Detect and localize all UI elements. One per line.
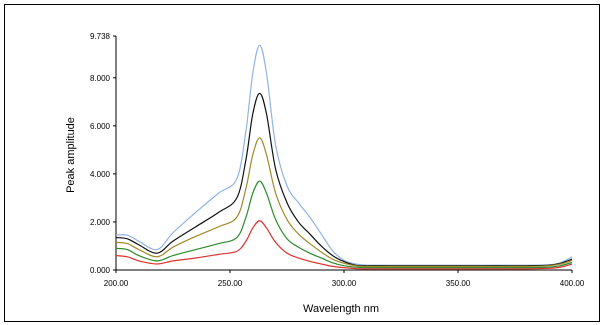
y-tick-label: 0.000 [90, 266, 111, 275]
series-line-2 [115, 92, 573, 267]
series-line-3 [115, 137, 573, 268]
x-tick-label: 250.00 [218, 279, 243, 288]
series-line-4 [115, 180, 573, 269]
y-tick-label: 6.000 [90, 122, 111, 131]
y-tick-label: 8.000 [90, 74, 111, 83]
x-tick-label: 400.00 [560, 279, 585, 288]
x-tick-label: 200.00 [104, 279, 129, 288]
x-tick-label: 350.00 [446, 279, 471, 288]
chart-frame [4, 4, 600, 322]
x-axis-title: Wavelength nm [303, 303, 379, 315]
y-axis-title: Peak amplitude [65, 117, 77, 193]
y-tick-label: 4.000 [90, 170, 111, 179]
y-tick-label: 9.738 [90, 32, 111, 41]
x-tick-label: 300.00 [332, 279, 357, 288]
tick-layer: 200.00 250.00 300.00 350.00 400.00 0.000 2.000… [90, 32, 585, 288]
series-layer [115, 44, 573, 270]
plot-axes [115, 36, 572, 271]
series-line-1 [115, 44, 573, 266]
series-line-5 [115, 220, 573, 270]
y-tick-label: 2.000 [90, 218, 111, 227]
